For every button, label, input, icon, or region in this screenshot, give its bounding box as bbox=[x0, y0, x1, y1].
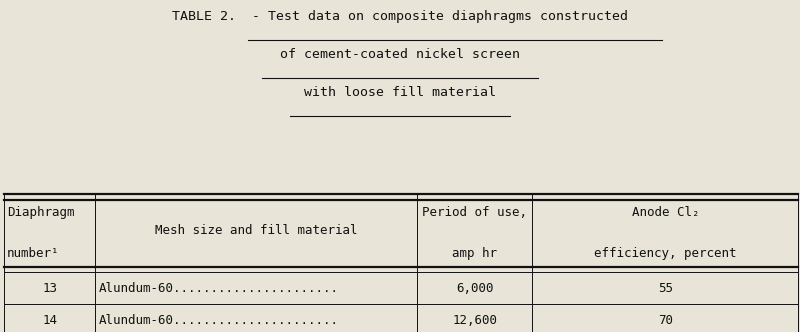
Text: Diaphragm: Diaphragm bbox=[7, 206, 74, 219]
Text: Alundum-60......................: Alundum-60...................... bbox=[98, 282, 338, 295]
Text: 55: 55 bbox=[658, 282, 673, 295]
Text: with loose fill material: with loose fill material bbox=[304, 86, 496, 99]
Text: Period of use,: Period of use, bbox=[422, 206, 527, 219]
Text: 13: 13 bbox=[42, 282, 57, 295]
Text: Anode Cl₂: Anode Cl₂ bbox=[631, 206, 699, 219]
Text: 14: 14 bbox=[42, 314, 57, 327]
Text: Mesh size and fill material: Mesh size and fill material bbox=[155, 224, 358, 237]
Text: number¹: number¹ bbox=[7, 247, 60, 261]
Text: 12,600: 12,600 bbox=[452, 314, 497, 327]
Text: TABLE 2.  - Test data on composite diaphragms constructed: TABLE 2. - Test data on composite diaphr… bbox=[172, 10, 628, 23]
Text: 70: 70 bbox=[658, 314, 673, 327]
Text: 6,000: 6,000 bbox=[456, 282, 494, 295]
Text: efficiency, percent: efficiency, percent bbox=[594, 247, 737, 261]
Text: amp hr: amp hr bbox=[452, 247, 497, 261]
Text: Alundum-60......................: Alundum-60...................... bbox=[98, 314, 338, 327]
Text: of cement-coated nickel screen: of cement-coated nickel screen bbox=[280, 48, 520, 61]
